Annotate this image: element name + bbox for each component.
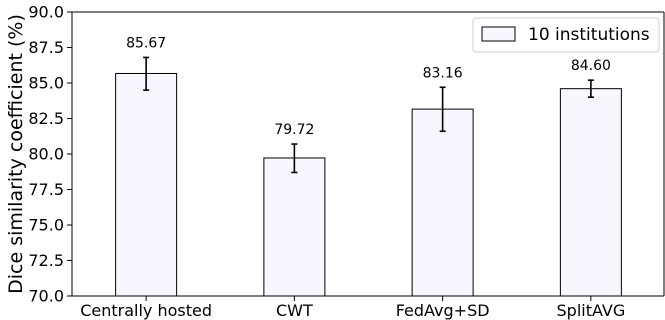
axes [71, 11, 665, 297]
y-tick-label: 87.5 [28, 38, 64, 57]
x-tick-label: CWT [276, 301, 313, 320]
legend-frame [472, 17, 660, 53]
x-tick-label: SplitAVG [557, 301, 626, 320]
legend: 10 institutions [472, 17, 660, 53]
x-tick-label: FedAvg+SD [396, 301, 490, 320]
y-tick-label: 82.5 [28, 109, 64, 128]
y-tick-label: 70.0 [28, 287, 64, 306]
value-label: 83.16 [423, 65, 463, 81]
y-tick-label: 90.0 [28, 3, 64, 22]
bar [115, 72, 178, 297]
error-bars [143, 56, 594, 174]
x-ticks: Centrally hosted CWT FedAvg+SD SplitAVG [80, 296, 625, 320]
bars [115, 72, 622, 297]
y-tick-label: 75.0 [28, 216, 64, 235]
y-axis-label: Dice similarity coefficient (%) [5, 14, 27, 294]
y-ticks: 70.0 72.5 75.0 77.5 80.0 82.5 85.0 87.5 90.0 [28, 3, 72, 306]
bar [263, 157, 326, 297]
legend-swatch [481, 26, 516, 42]
x-tick-label: Centrally hosted [80, 301, 212, 320]
bar [559, 88, 622, 297]
value-label: 84.60 [571, 58, 611, 74]
y-tick-label: 77.5 [28, 180, 64, 199]
y-tick-label: 80.0 [28, 145, 64, 164]
y-tick-label: 72.5 [28, 251, 64, 270]
y-tick-label: 85.0 [28, 74, 64, 93]
value-label: 85.67 [126, 35, 166, 51]
value-labels: 85.67 79.72 83.16 84.60 [126, 35, 611, 138]
legend-label: 10 institutions [528, 25, 650, 45]
bar [411, 108, 474, 297]
value-label: 79.72 [274, 122, 314, 138]
